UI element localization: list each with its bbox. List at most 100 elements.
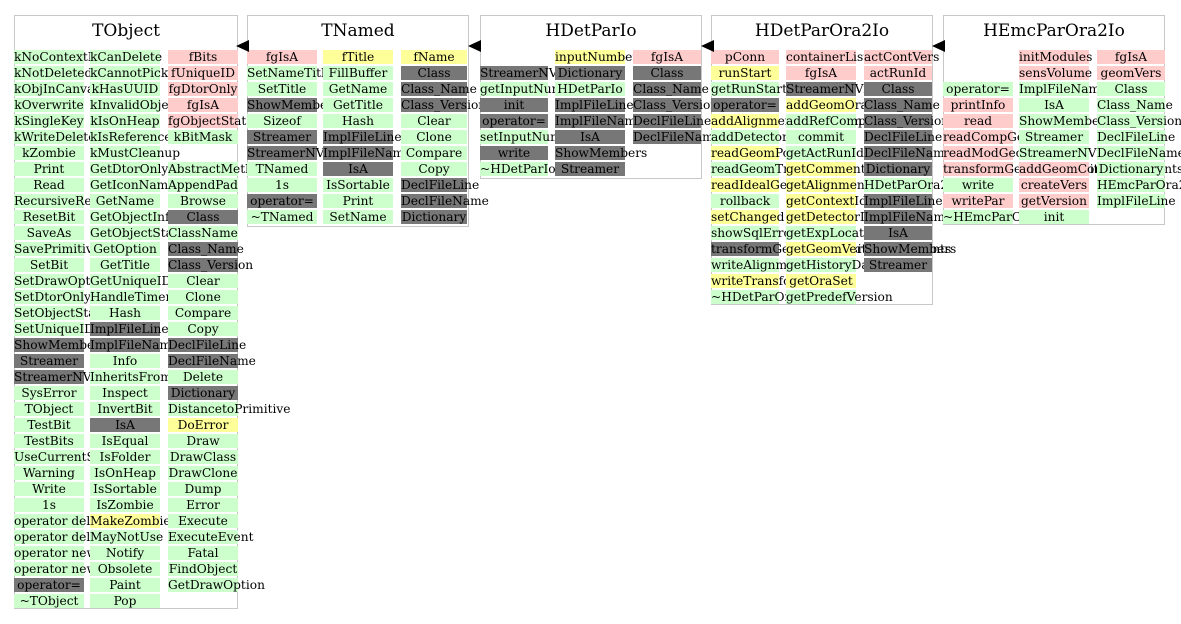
member-cell: GetTitle [90,258,160,272]
member-label: commit [797,130,845,144]
member-cell: Dictionary [864,162,932,176]
member-cell: DeclFileLine [633,114,711,128]
member-label: getExpLocation [786,226,883,240]
member-label: fName [413,50,455,64]
member-label: IsA [348,162,368,176]
member-cell: ClassName [168,226,238,240]
member-cell: ShowMembers [14,338,106,352]
member-cell: operator= [14,578,84,592]
member-label: operator= [713,98,777,112]
member-cell: operator delete [14,514,110,528]
member-cell: SetName [323,210,393,224]
member-cell: Dictionary [1097,162,1165,176]
member-cell: IsEqual [90,434,160,448]
member-cell: ShowMembers [1019,114,1111,128]
member-cell: DistancetoPrimitive [168,402,290,416]
member-label: SetUniqueID [14,322,94,336]
member-cell: ImplFileName [555,114,643,128]
member-label: operator= [482,114,546,128]
member-label: DeclFileLine [864,130,943,144]
member-label: kCannotPick [90,66,169,80]
member-cell: kIsOnHeap [90,114,160,128]
member-label: kZombie [22,146,76,160]
member-cell: Obsolete [90,562,160,576]
member-cell: Write [14,482,84,496]
member-cell: Class [864,82,932,96]
member-cell: DeclFileName [1097,146,1181,160]
member-cell: Print [323,194,393,208]
member-cell: GetObjectStat [90,226,178,240]
member-cell: IsSortable [90,482,160,496]
member-cell: Clear [168,274,238,288]
member-label: IsFolder [99,450,151,464]
member-cell: Class_Name [633,82,709,96]
member-label: operator= [17,578,81,592]
member-cell: readIdealGeometry [711,178,831,192]
member-label: DeclFileLine [1097,130,1176,144]
member-label: Clear [186,274,220,288]
member-cell: SaveAs [14,226,84,240]
member-label: Dictionary [401,210,467,224]
member-cell: read [943,114,1013,128]
member-cell: fgIsA [1097,50,1165,64]
member-label: Dictionary [170,386,236,400]
member-label: Dictionary [557,66,623,80]
member-label: ImplFileName [323,146,412,160]
member-label: DeclFileName [168,354,256,368]
member-label: fTitle [341,50,375,64]
member-cell: Clone [401,130,467,144]
member-label: getGeomVersion [786,242,888,256]
member-cell: kNoContextMenu [14,50,123,64]
member-label: ShowMembers [247,98,340,112]
member-cell: SysError [14,386,84,400]
member-label: Class_Version [1097,114,1181,128]
member-cell: getContextId [786,194,867,208]
member-label: InheritsFrom [90,370,172,384]
member-cell: StreamerNVirtual [14,370,125,384]
member-cell: IsA [555,130,625,144]
member-cell: kHasUUID [90,82,160,96]
member-label: TObject [24,402,74,416]
member-cell: DeclFileName [401,194,489,208]
member-label: kInvalidObject [90,98,181,112]
member-label: ImplFileLine [323,130,402,144]
member-cell: HandleTimer [90,290,171,304]
member-cell: Dump [168,482,238,496]
member-cell: ImplFileLine [555,98,634,112]
member-label: DeclFileName [401,194,489,208]
member-cell: getRunStart [711,82,787,96]
member-cell: Fatal [168,546,238,560]
member-cell: Dictionary [401,210,467,224]
member-label: Copy [418,162,450,176]
member-label: Class_Name [168,242,244,256]
member-cell: Copy [168,322,238,336]
member-cell: Streamer [247,130,317,144]
member-cell: Inspect [90,386,160,400]
member-label: fgObjectStat [168,114,247,128]
member-label: fgDtorOnly [168,82,238,96]
member-cell: write [943,178,1013,192]
member-cell: FillBuffer [323,66,393,80]
member-label: IsEqual [101,434,149,448]
member-label: init [1043,210,1065,224]
member-cell: Notify [90,546,160,560]
member-label: DrawClass [169,450,237,464]
member-cell: Clone [168,290,238,304]
member-label: getVersion [1021,194,1087,208]
member-cell: DeclFileLine [401,178,479,192]
member-label: ExecuteEvent [168,530,254,544]
member-label: Clear [417,114,451,128]
member-label: Dictionary [1098,162,1164,176]
member-label: Dump [184,482,222,496]
member-label: Dictionary [865,162,931,176]
member-cell: getActRunId [786,146,864,160]
member-label: GetUniqueID [90,274,172,288]
member-label: ImplFileLine [864,194,943,208]
member-label: initModules [1019,50,1093,64]
member-label: kWriteDelete [14,130,96,144]
member-cell: kSingleKey [14,114,84,128]
member-cell: DrawClone [168,466,238,480]
member-label: Compare [405,146,463,160]
member-label: IsSortable [326,178,390,192]
member-cell: readCompGeomNames [943,130,1086,144]
